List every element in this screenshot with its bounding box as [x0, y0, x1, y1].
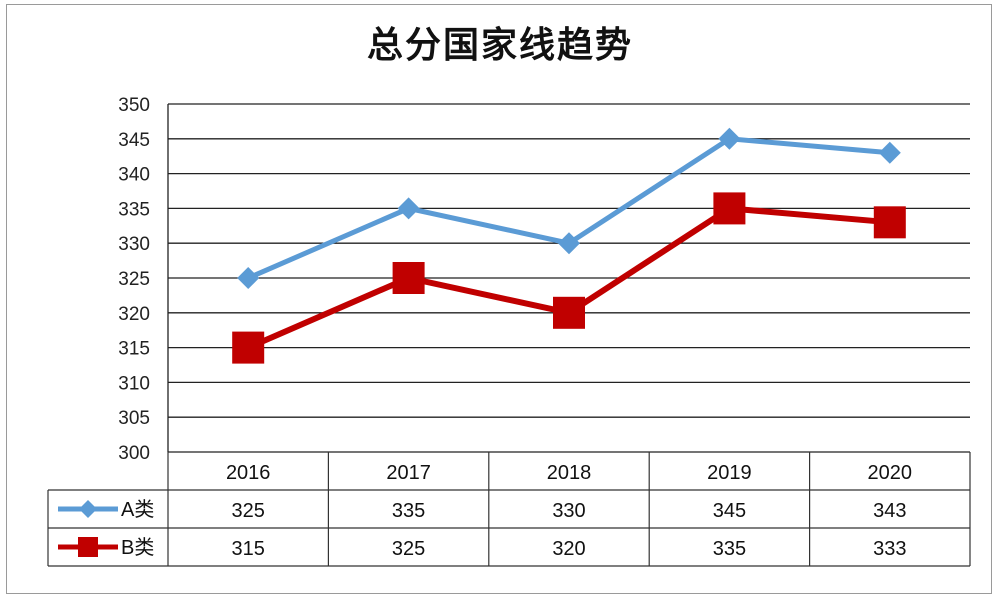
y-tick-label: 305 — [118, 408, 150, 429]
table-value: 320 — [552, 538, 585, 560]
table-value: 330 — [552, 500, 585, 522]
series-2 — [232, 192, 906, 364]
y-tick-label: 310 — [118, 373, 150, 394]
table-value: 335 — [713, 538, 746, 560]
data-point — [232, 331, 265, 364]
x-category-label: 2020 — [868, 462, 913, 484]
y-tick-label: 300 — [118, 443, 150, 464]
y-tick-label: 330 — [118, 234, 150, 255]
legend-marker — [79, 500, 97, 518]
y-tick-label: 335 — [118, 199, 150, 220]
x-category-label: 2019 — [707, 462, 752, 484]
data-point — [392, 262, 425, 294]
y-axis-ticks: 300 305 310 315 320 325 330 335 340 345 350 — [118, 95, 150, 464]
y-tick-label: 345 — [118, 130, 150, 151]
x-category-label: 2017 — [386, 462, 431, 484]
table-value: 335 — [392, 500, 425, 522]
legend-marker — [78, 537, 98, 557]
data-point — [237, 267, 260, 289]
table-value: 325 — [392, 538, 425, 560]
data-point — [553, 296, 585, 329]
series-lines — [232, 127, 906, 364]
legend-key-2 — [58, 537, 118, 557]
y-tick-label: 320 — [118, 304, 150, 325]
gridlines — [167, 103, 970, 453]
y-tick-label: 340 — [118, 165, 150, 186]
series-1 — [237, 127, 901, 289]
table-value: 325 — [232, 500, 265, 522]
y-tick-label: 315 — [118, 339, 150, 360]
x-category-label: 2018 — [547, 462, 592, 484]
table-value: 333 — [873, 538, 906, 560]
data-point — [718, 127, 741, 150]
table-value: 345 — [713, 500, 746, 522]
y-tick-label: 350 — [118, 95, 150, 116]
table-value: 343 — [873, 500, 906, 522]
data-point — [713, 192, 746, 225]
y-tick-label: 325 — [118, 269, 150, 290]
data-point — [397, 197, 420, 220]
data-table: 2016 2017 2018 2019 2020 A类 325 335 330 345 343 B类 3… — [47, 452, 971, 567]
series-name-label: A类 — [121, 498, 154, 521]
series-name-label: B类 — [121, 536, 154, 559]
data-point — [873, 206, 906, 239]
x-category-label: 2016 — [226, 462, 271, 484]
legend-key-1 — [58, 500, 118, 518]
data-point — [558, 232, 580, 255]
data-point — [878, 141, 901, 164]
table-value: 315 — [232, 538, 265, 560]
chart-title: 总分国家线趋势 — [366, 25, 633, 66]
